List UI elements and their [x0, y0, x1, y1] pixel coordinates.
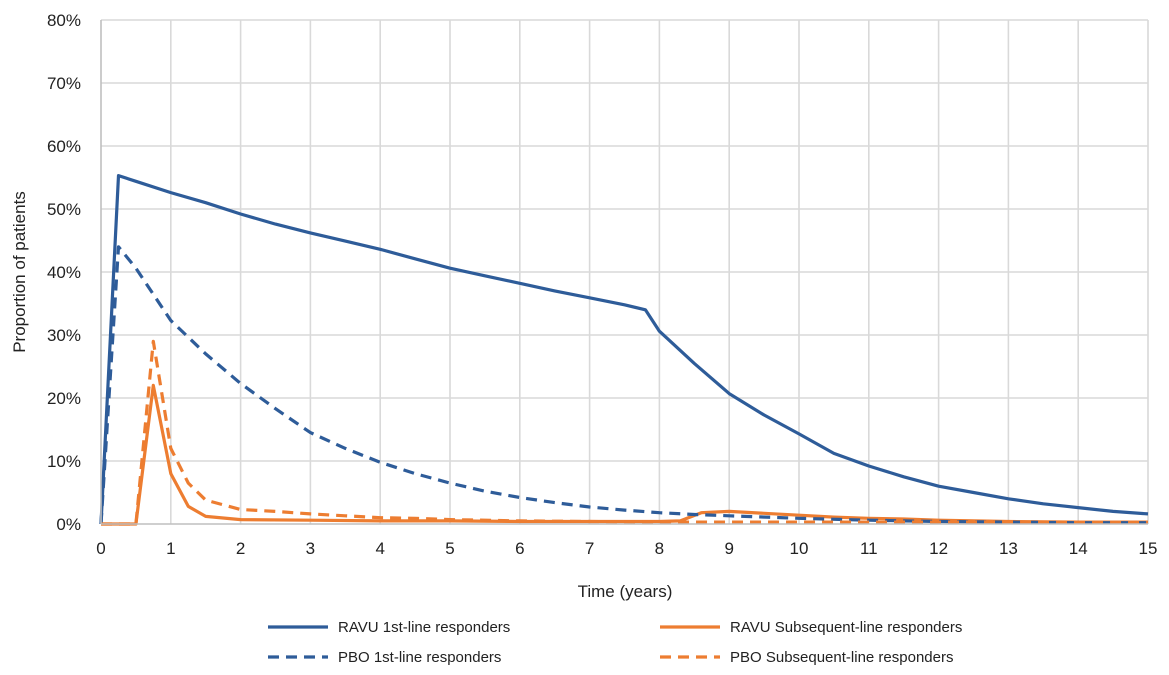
x-tick-label: 5 [445, 539, 454, 558]
x-tick-label: 4 [375, 539, 384, 558]
grid [101, 19, 1149, 524]
y-tick-label: 80% [47, 11, 81, 30]
y-axis-title: Proportion of patients [10, 191, 29, 353]
y-tick-label: 40% [47, 263, 81, 282]
x-tick-label: 11 [860, 539, 878, 558]
series-line-ravu-subsequent-line-responders [101, 383, 1148, 526]
y-tick-label: 10% [47, 452, 81, 471]
x-tick-label: 10 [790, 539, 809, 558]
series-line-pbo-1st-line-responders [99, 245, 1148, 525]
x-tick-label: 8 [655, 539, 664, 558]
axes: 0 1 2 3 4 5 6 7 8 9 10 11 12 13 14 150%10%20%30%40%50%6… [47, 11, 1157, 558]
y-tick-label: 60% [47, 137, 81, 156]
legend-label-pbo-1st-line-responders: PBO 1st-line responders [338, 649, 501, 666]
x-tick-label: 1 [166, 539, 175, 558]
x-tick-label: 9 [724, 539, 733, 558]
x-tick-label: 13 [999, 539, 1018, 558]
x-tick-label: 6 [515, 539, 524, 558]
x-tick-label: 7 [585, 539, 594, 558]
legend-label-pbo-subsequent-line-responders: PBO Subsequent-line responders [730, 649, 953, 666]
y-tick-label: 50% [47, 200, 81, 219]
x-tick-label: 0 [96, 539, 105, 558]
x-tick-label: 2 [236, 539, 245, 558]
x-axis-title: Time (years) [578, 582, 673, 601]
x-tick-label: 12 [929, 539, 948, 558]
legend-label-ravu-subsequent-line-responders: RAVU Subsequent-line responders [730, 619, 962, 636]
x-tick-label: 14 [1069, 539, 1088, 558]
y-tick-label: 20% [47, 389, 81, 408]
x-tick-label: 3 [306, 539, 315, 558]
y-tick-label: 30% [47, 326, 81, 345]
series-line-pbo-subsequent-line-responders [101, 339, 1148, 526]
y-tick-label: 0% [56, 515, 81, 534]
x-tick-label: 15 [1139, 539, 1158, 558]
series-layer [99, 174, 1149, 526]
y-tick-label: 70% [47, 74, 81, 93]
legend: RAVU 1st-line responders RAVU Subsequent-… [268, 619, 962, 666]
series-line-ravu-1st-line-responders [99, 174, 1149, 525]
legend-label-ravu-1st-line-responders: RAVU 1st-line responders [338, 619, 510, 636]
